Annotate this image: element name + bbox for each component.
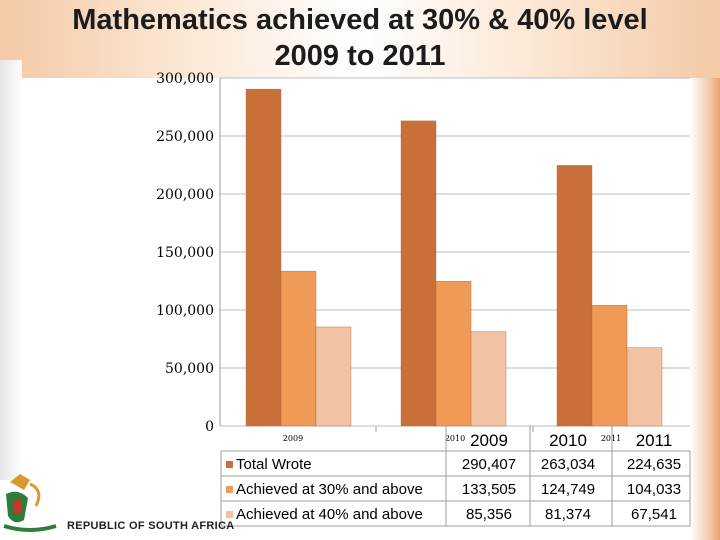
left-shadow xyxy=(0,60,22,480)
table-value-cell: 104,033 xyxy=(627,481,681,498)
y-tick-label: 200,000 xyxy=(156,187,214,203)
bar-3-2010 xyxy=(470,331,507,427)
title-band xyxy=(0,0,720,78)
title-line-1: Mathematics achieved at 30% & 40% level xyxy=(72,4,648,36)
coat-of-arms-logo xyxy=(3,474,57,532)
y-tick-label: 150,000 xyxy=(156,245,214,261)
legend-key xyxy=(226,511,233,518)
footer-republic-label: REPUBLIC OF SOUTH AFRICA xyxy=(67,520,235,532)
category-label: 2009 xyxy=(283,434,303,443)
bar-2-2010 xyxy=(435,281,472,427)
bar-1-2011 xyxy=(556,165,593,427)
legend-key xyxy=(226,461,233,468)
bar-1-2010 xyxy=(400,120,437,427)
category-label: 2010 xyxy=(445,434,465,443)
table-value-cell: 290,407 xyxy=(462,456,516,473)
y-tick-label: 300,000 xyxy=(156,71,214,87)
table-value-cell: 263,034 xyxy=(541,456,595,473)
table-row-label: Achieved at 30% and above xyxy=(236,481,423,498)
title-line-2: 2009 to 2011 xyxy=(274,40,446,72)
table-header-cell: 2011 xyxy=(636,431,673,450)
bar-2-2011 xyxy=(591,305,628,427)
legend-key xyxy=(226,486,233,493)
bar-3-2009 xyxy=(315,326,352,427)
table-value-cell: 124,749 xyxy=(541,481,595,498)
bar-2-2009 xyxy=(280,270,317,427)
table-border xyxy=(220,450,691,527)
table-value-cell: 85,356 xyxy=(466,506,512,523)
y-tick-label: 100,000 xyxy=(156,303,214,319)
y-tick-label: 0 xyxy=(205,419,214,435)
table-row-label: Total Wrote xyxy=(236,456,312,473)
bar-1-2009 xyxy=(245,88,282,427)
table-value-cell: 81,374 xyxy=(545,506,591,523)
table-value-cell: 133,505 xyxy=(462,481,516,498)
right-decorative-edge xyxy=(690,78,720,540)
table-header-cell: 2010 xyxy=(549,431,587,450)
bar-3-2011 xyxy=(626,347,663,427)
y-tick-label: 250,000 xyxy=(156,129,214,145)
table-row-label: Achieved at 40% and above xyxy=(236,506,423,523)
y-tick-label: 50,000 xyxy=(165,361,214,377)
category-label: 2011 xyxy=(601,434,621,443)
table-header-cell: 2009 xyxy=(470,431,508,450)
slide-title: Mathematics achieved at 30% & 40% level … xyxy=(0,2,720,74)
table-value-cell: 67,541 xyxy=(631,506,677,523)
table-value-cell: 224,635 xyxy=(627,456,681,473)
